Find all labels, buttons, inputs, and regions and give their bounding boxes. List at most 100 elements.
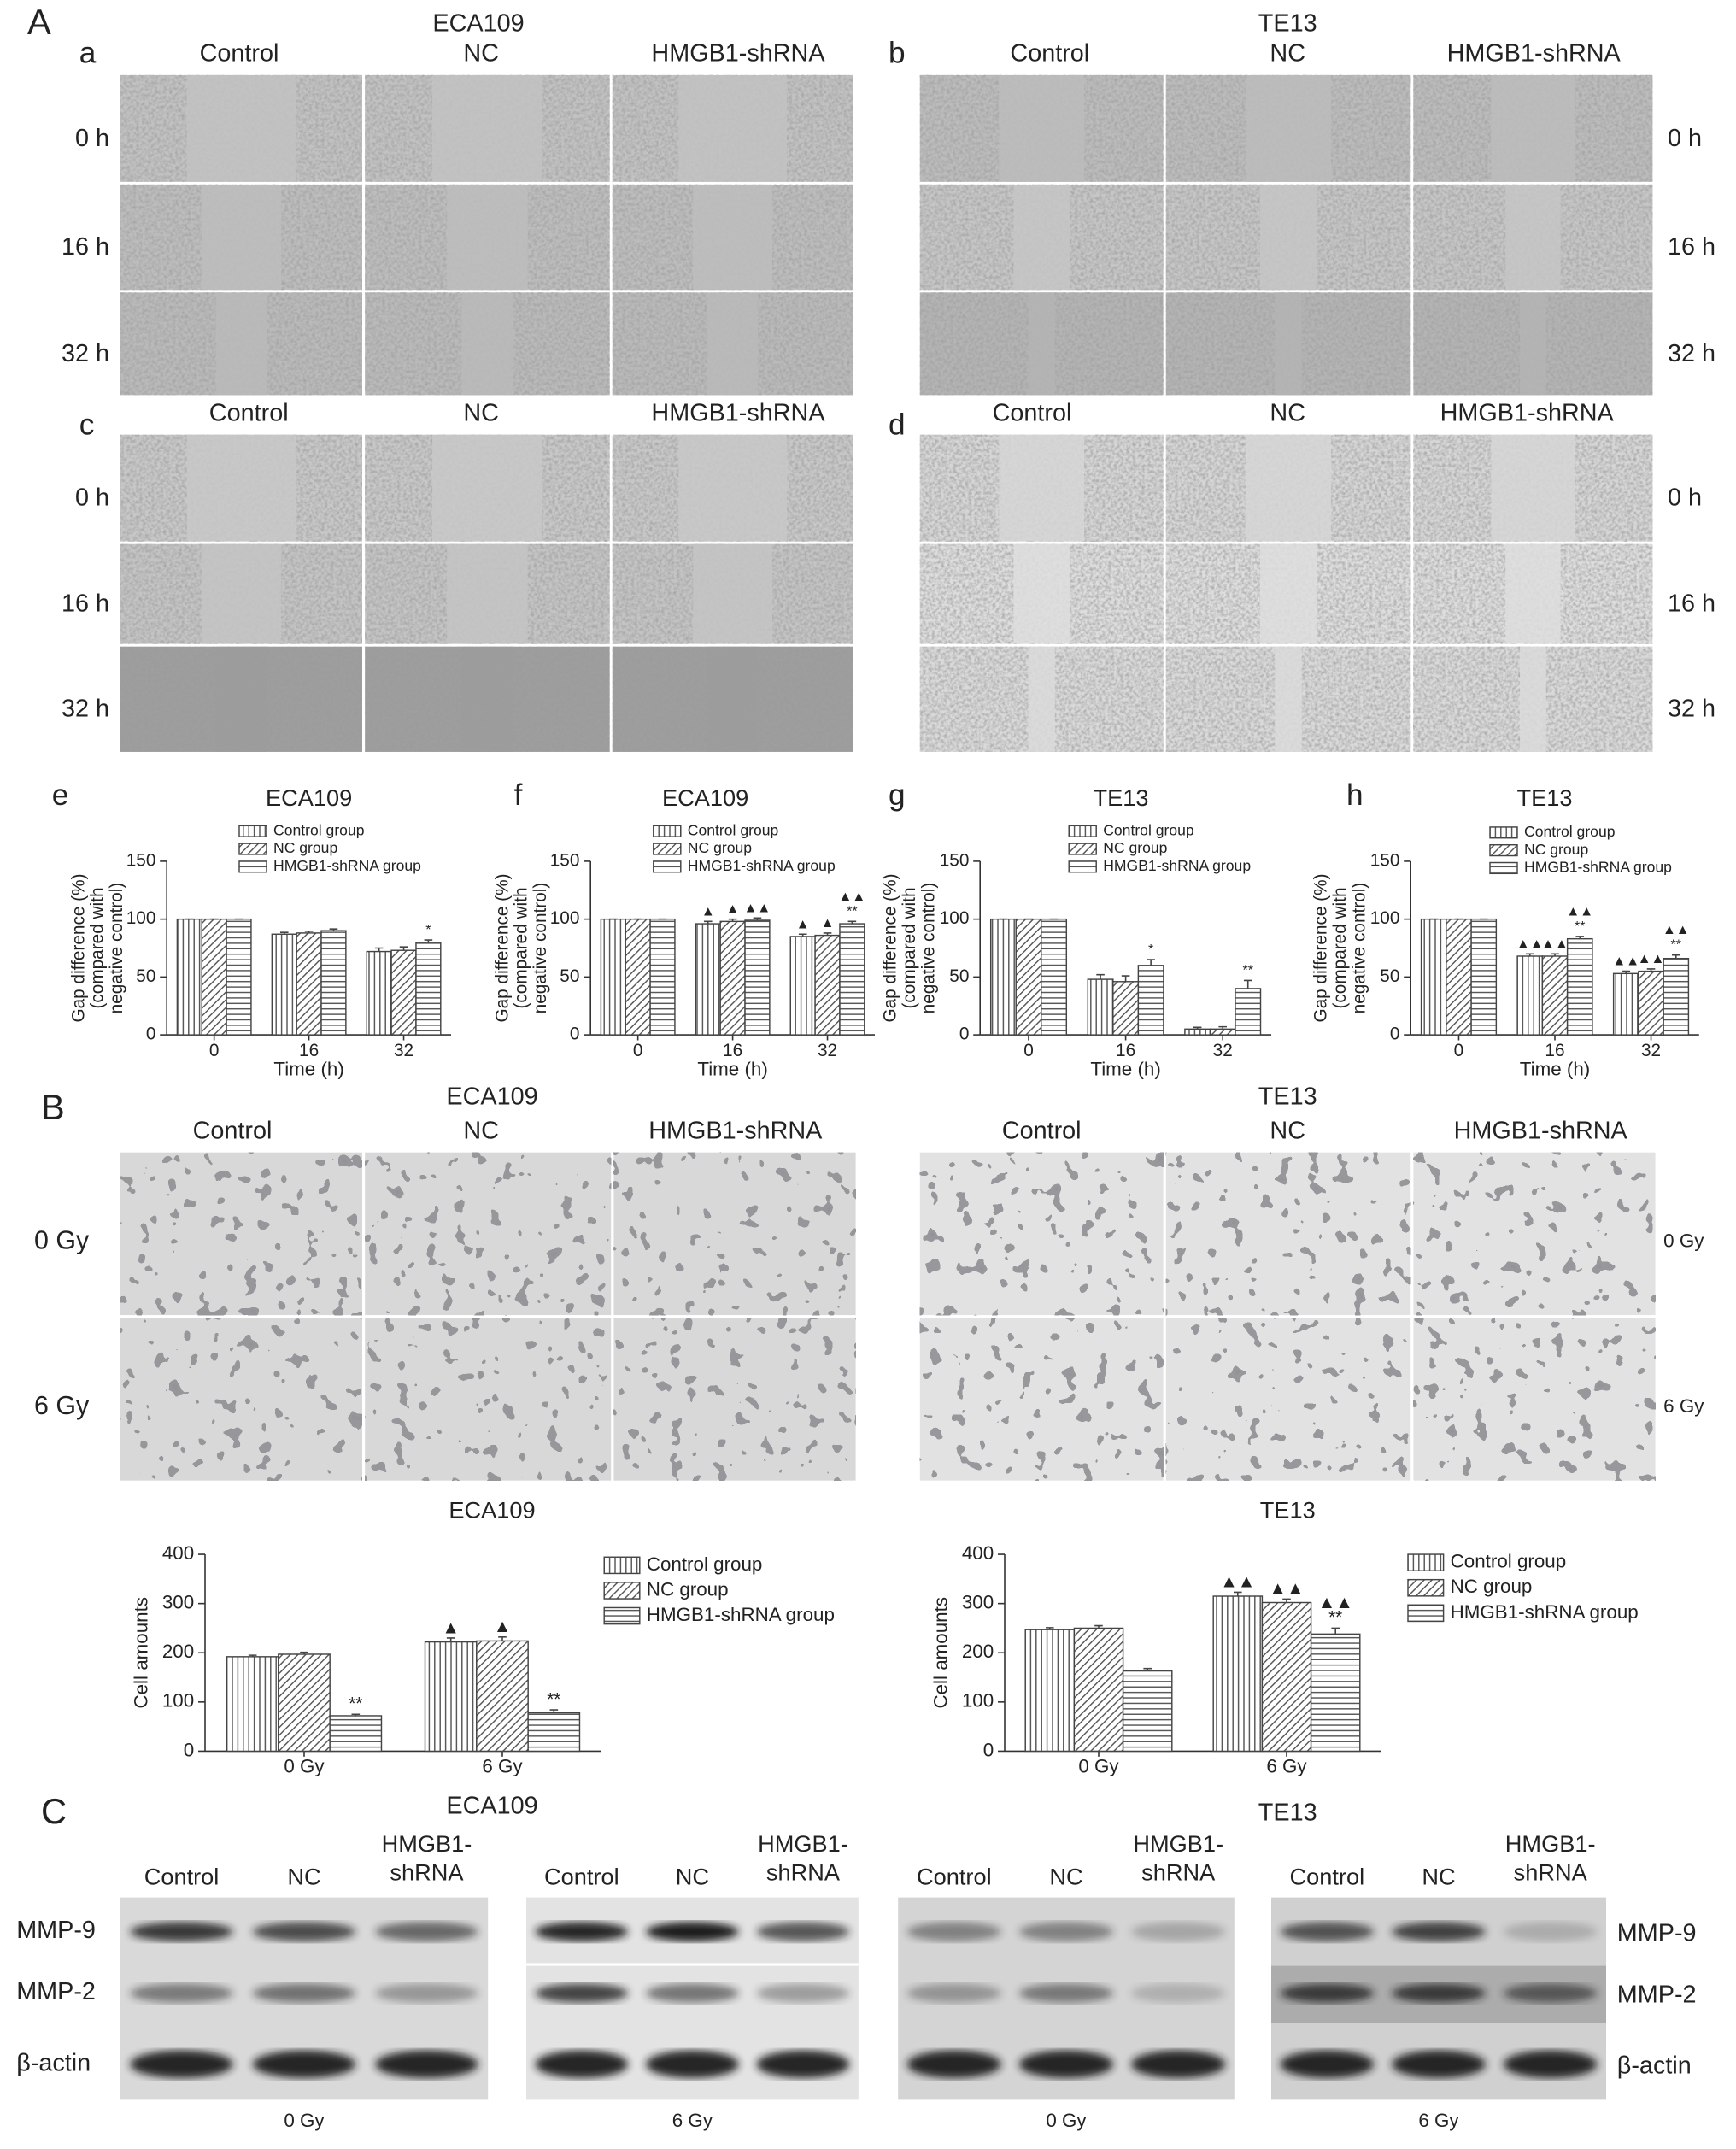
- wound-gap: [1028, 646, 1055, 752]
- x-tick-label: 0: [1454, 1041, 1464, 1060]
- significance-mark: **: [1575, 919, 1585, 934]
- bar: [1041, 918, 1068, 1036]
- error-bar: [1282, 1598, 1291, 1603]
- wound-gap: [1520, 292, 1546, 396]
- wound-gap: [215, 646, 267, 752]
- dose-label: 0 Gy: [284, 2110, 325, 2131]
- bar: [695, 923, 721, 1036]
- bar: [320, 930, 347, 1036]
- column-header: HMGB1-shRNA: [651, 399, 825, 426]
- y-tick-label: 0: [1390, 1025, 1400, 1044]
- panel-title: TE13: [1258, 9, 1317, 37]
- significance-mark: ▲: [796, 917, 810, 931]
- blot-band: [1131, 1922, 1226, 1941]
- wound-gap: [431, 434, 542, 542]
- significance-mark: ▲▲: [1269, 1579, 1304, 1599]
- y-tick-label: 100: [162, 1690, 194, 1712]
- lane-label: NC: [676, 1863, 709, 1889]
- stained-cells: [613, 1318, 856, 1481]
- legend-label: NC group: [1103, 839, 1167, 856]
- error-bar: [1046, 1627, 1054, 1630]
- significance-mark: ▲▲: [1541, 937, 1569, 951]
- stained-cells: [1165, 1152, 1411, 1316]
- column-header: NC: [1270, 40, 1305, 68]
- significance-mark: ▲▲: [1566, 904, 1593, 919]
- x-axis-label: Time (h): [1520, 1059, 1590, 1080]
- legend-label: Control group: [688, 821, 779, 838]
- bar: [1112, 981, 1140, 1036]
- column-header: HMGB1-shRNA: [1447, 40, 1622, 68]
- lane-label: Control: [144, 1863, 220, 1889]
- wound-gap: [201, 184, 282, 291]
- blot-band: [756, 1983, 850, 2003]
- bar: [278, 1653, 331, 1753]
- bar: [625, 918, 651, 1036]
- x-tick-label: 0 Gy: [284, 1756, 325, 1777]
- bar: [1122, 1670, 1173, 1753]
- blot-band: [1280, 1983, 1375, 2003]
- bar: [1420, 918, 1447, 1036]
- wound-gap: [1260, 184, 1317, 291]
- y-tick-label: 200: [962, 1641, 994, 1662]
- error-bar: [753, 917, 762, 921]
- bar: [1516, 955, 1544, 1036]
- bar: [476, 1640, 529, 1753]
- legend-label: NC group: [1451, 1576, 1533, 1597]
- wound-gap: [215, 292, 267, 396]
- y-tick-label: 50: [136, 966, 155, 986]
- significance-mark: ▲▲: [1516, 937, 1544, 951]
- error-bar: [329, 928, 338, 931]
- stained-cells: [613, 1152, 856, 1316]
- significance-mark: **: [1328, 1608, 1342, 1628]
- y-axis-label: Cell amounts: [130, 1597, 151, 1709]
- row-label: 16 h: [62, 590, 109, 618]
- bar: [296, 932, 322, 1036]
- row-label: 0 h: [75, 125, 109, 152]
- legend-label: NC group: [273, 839, 337, 856]
- chart-title: ECA109: [449, 1497, 535, 1524]
- wound-gap: [431, 74, 542, 182]
- y-tick-label: 0: [146, 1025, 156, 1044]
- error-bar: [1143, 1667, 1152, 1671]
- lane-label: Control: [917, 1863, 992, 1889]
- bar: [415, 942, 442, 1036]
- error-bar: [446, 1637, 455, 1642]
- bar: [366, 950, 392, 1036]
- blot-band: [252, 1922, 356, 1941]
- wound-gap: [678, 434, 787, 542]
- legend-label: NC group: [647, 1578, 729, 1600]
- significance-mark: ▲▲: [839, 890, 866, 904]
- x-tick-label: 0: [1023, 1041, 1034, 1060]
- panel-label: a: [79, 36, 97, 69]
- significance-mark: ▲: [726, 902, 740, 917]
- y-tick-label: 100: [940, 908, 970, 928]
- row-label: 0 Gy: [1663, 1230, 1704, 1251]
- blot-band: [1018, 1983, 1114, 2003]
- legend-swatch: [653, 825, 682, 837]
- panel-title: TE13: [1258, 1083, 1317, 1110]
- significance-mark: ▲▲: [1663, 923, 1690, 937]
- bar: [839, 923, 865, 1036]
- y-axis-label: Gap difference (%): [68, 873, 88, 1022]
- column-header: Control: [1002, 1117, 1082, 1144]
- bar: [1024, 1629, 1076, 1753]
- x-tick-label: 16: [1116, 1041, 1135, 1060]
- wound-gap: [678, 74, 787, 182]
- error-bar: [1551, 953, 1559, 956]
- y-tick-label: 0: [959, 1025, 970, 1044]
- blot-band: [1503, 2050, 1598, 2078]
- row-label: 16 h: [1668, 590, 1715, 618]
- legend-label: HMGB1-shRNA group: [647, 1604, 835, 1625]
- wound-gap: [1013, 184, 1070, 291]
- error-bar: [549, 1709, 559, 1713]
- row-label: 0 h: [75, 484, 109, 512]
- error-bar: [304, 931, 314, 933]
- legend-label: Control group: [647, 1553, 763, 1575]
- blot-band: [1392, 1922, 1486, 1941]
- error-bar: [1243, 979, 1252, 989]
- y-axis-label: negative control): [531, 883, 550, 1014]
- bar: [176, 918, 202, 1036]
- wound-gap: [201, 543, 282, 644]
- bar: [1073, 1627, 1124, 1753]
